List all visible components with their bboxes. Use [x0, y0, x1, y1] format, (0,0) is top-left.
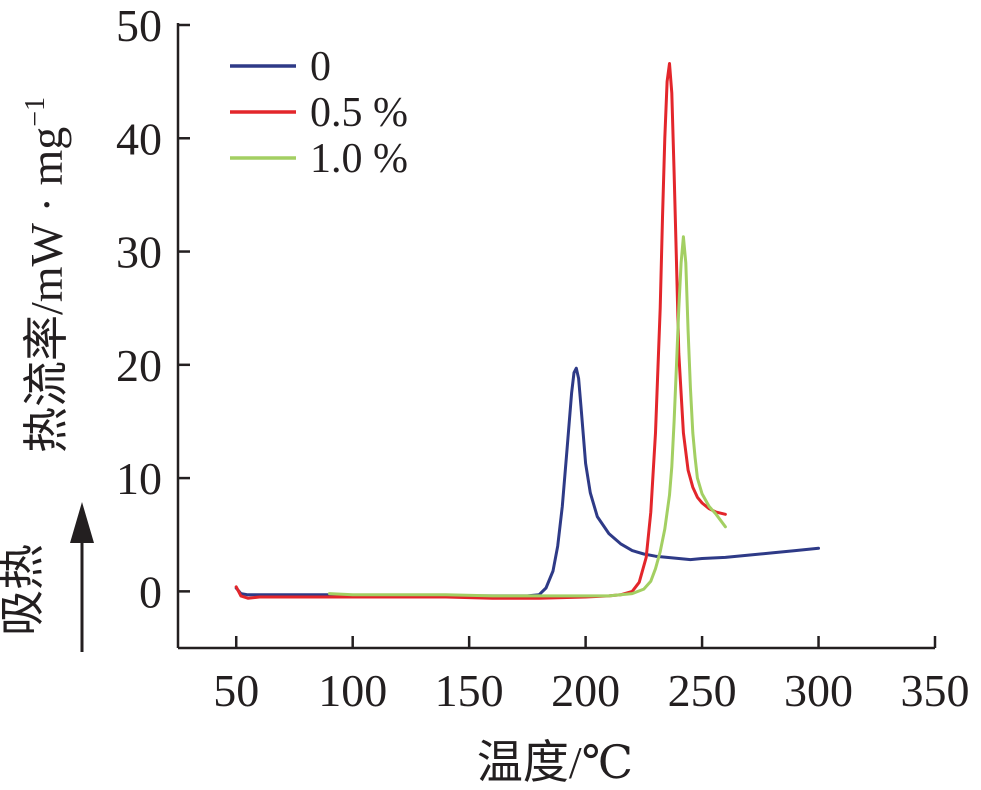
x-tick-label: 350	[901, 665, 970, 716]
legend: 00.5 %1.0 %	[230, 44, 408, 182]
x-tick-label: 250	[668, 665, 737, 716]
series-line-0	[234, 366, 820, 598]
y-tick-label: 50	[116, 0, 162, 51]
x-ticks: 50 100 150 200 250 300 350	[213, 636, 970, 716]
legend-label-2: 1.0 %	[310, 136, 408, 182]
x-tick-label: 150	[435, 665, 504, 716]
y-tick-label: 40	[116, 113, 162, 164]
axes	[176, 23, 935, 650]
y-tick-label: 0	[139, 566, 162, 617]
x-axis-title: 温度/℃	[477, 737, 633, 788]
x-tick-label: 200	[551, 665, 620, 716]
y-ticks: 0 10 20 30 40 50	[116, 0, 190, 617]
endotherm-arrow-head-icon	[70, 502, 94, 543]
y-axis-title-main: 热流率/mW · mg	[21, 127, 72, 453]
legend-label-1: 0.5 %	[310, 90, 408, 136]
x-tick-label: 100	[318, 665, 387, 716]
y-tick-label: 20	[116, 340, 162, 391]
y-axis-title-superscript: −1	[20, 97, 51, 127]
x-tick-label: 300	[784, 665, 853, 716]
series-line-2	[327, 235, 727, 598]
y-tick-label: 10	[116, 453, 162, 504]
x-tick-label: 50	[213, 665, 259, 716]
series-curves	[234, 62, 820, 600]
series-line-1	[234, 62, 727, 600]
endotherm-label: 吸热	[0, 544, 48, 636]
y-tick-label: 30	[116, 227, 162, 278]
legend-label-0: 0	[310, 44, 331, 90]
y-axis-title: 热流率/mW · mg−1	[20, 97, 72, 453]
